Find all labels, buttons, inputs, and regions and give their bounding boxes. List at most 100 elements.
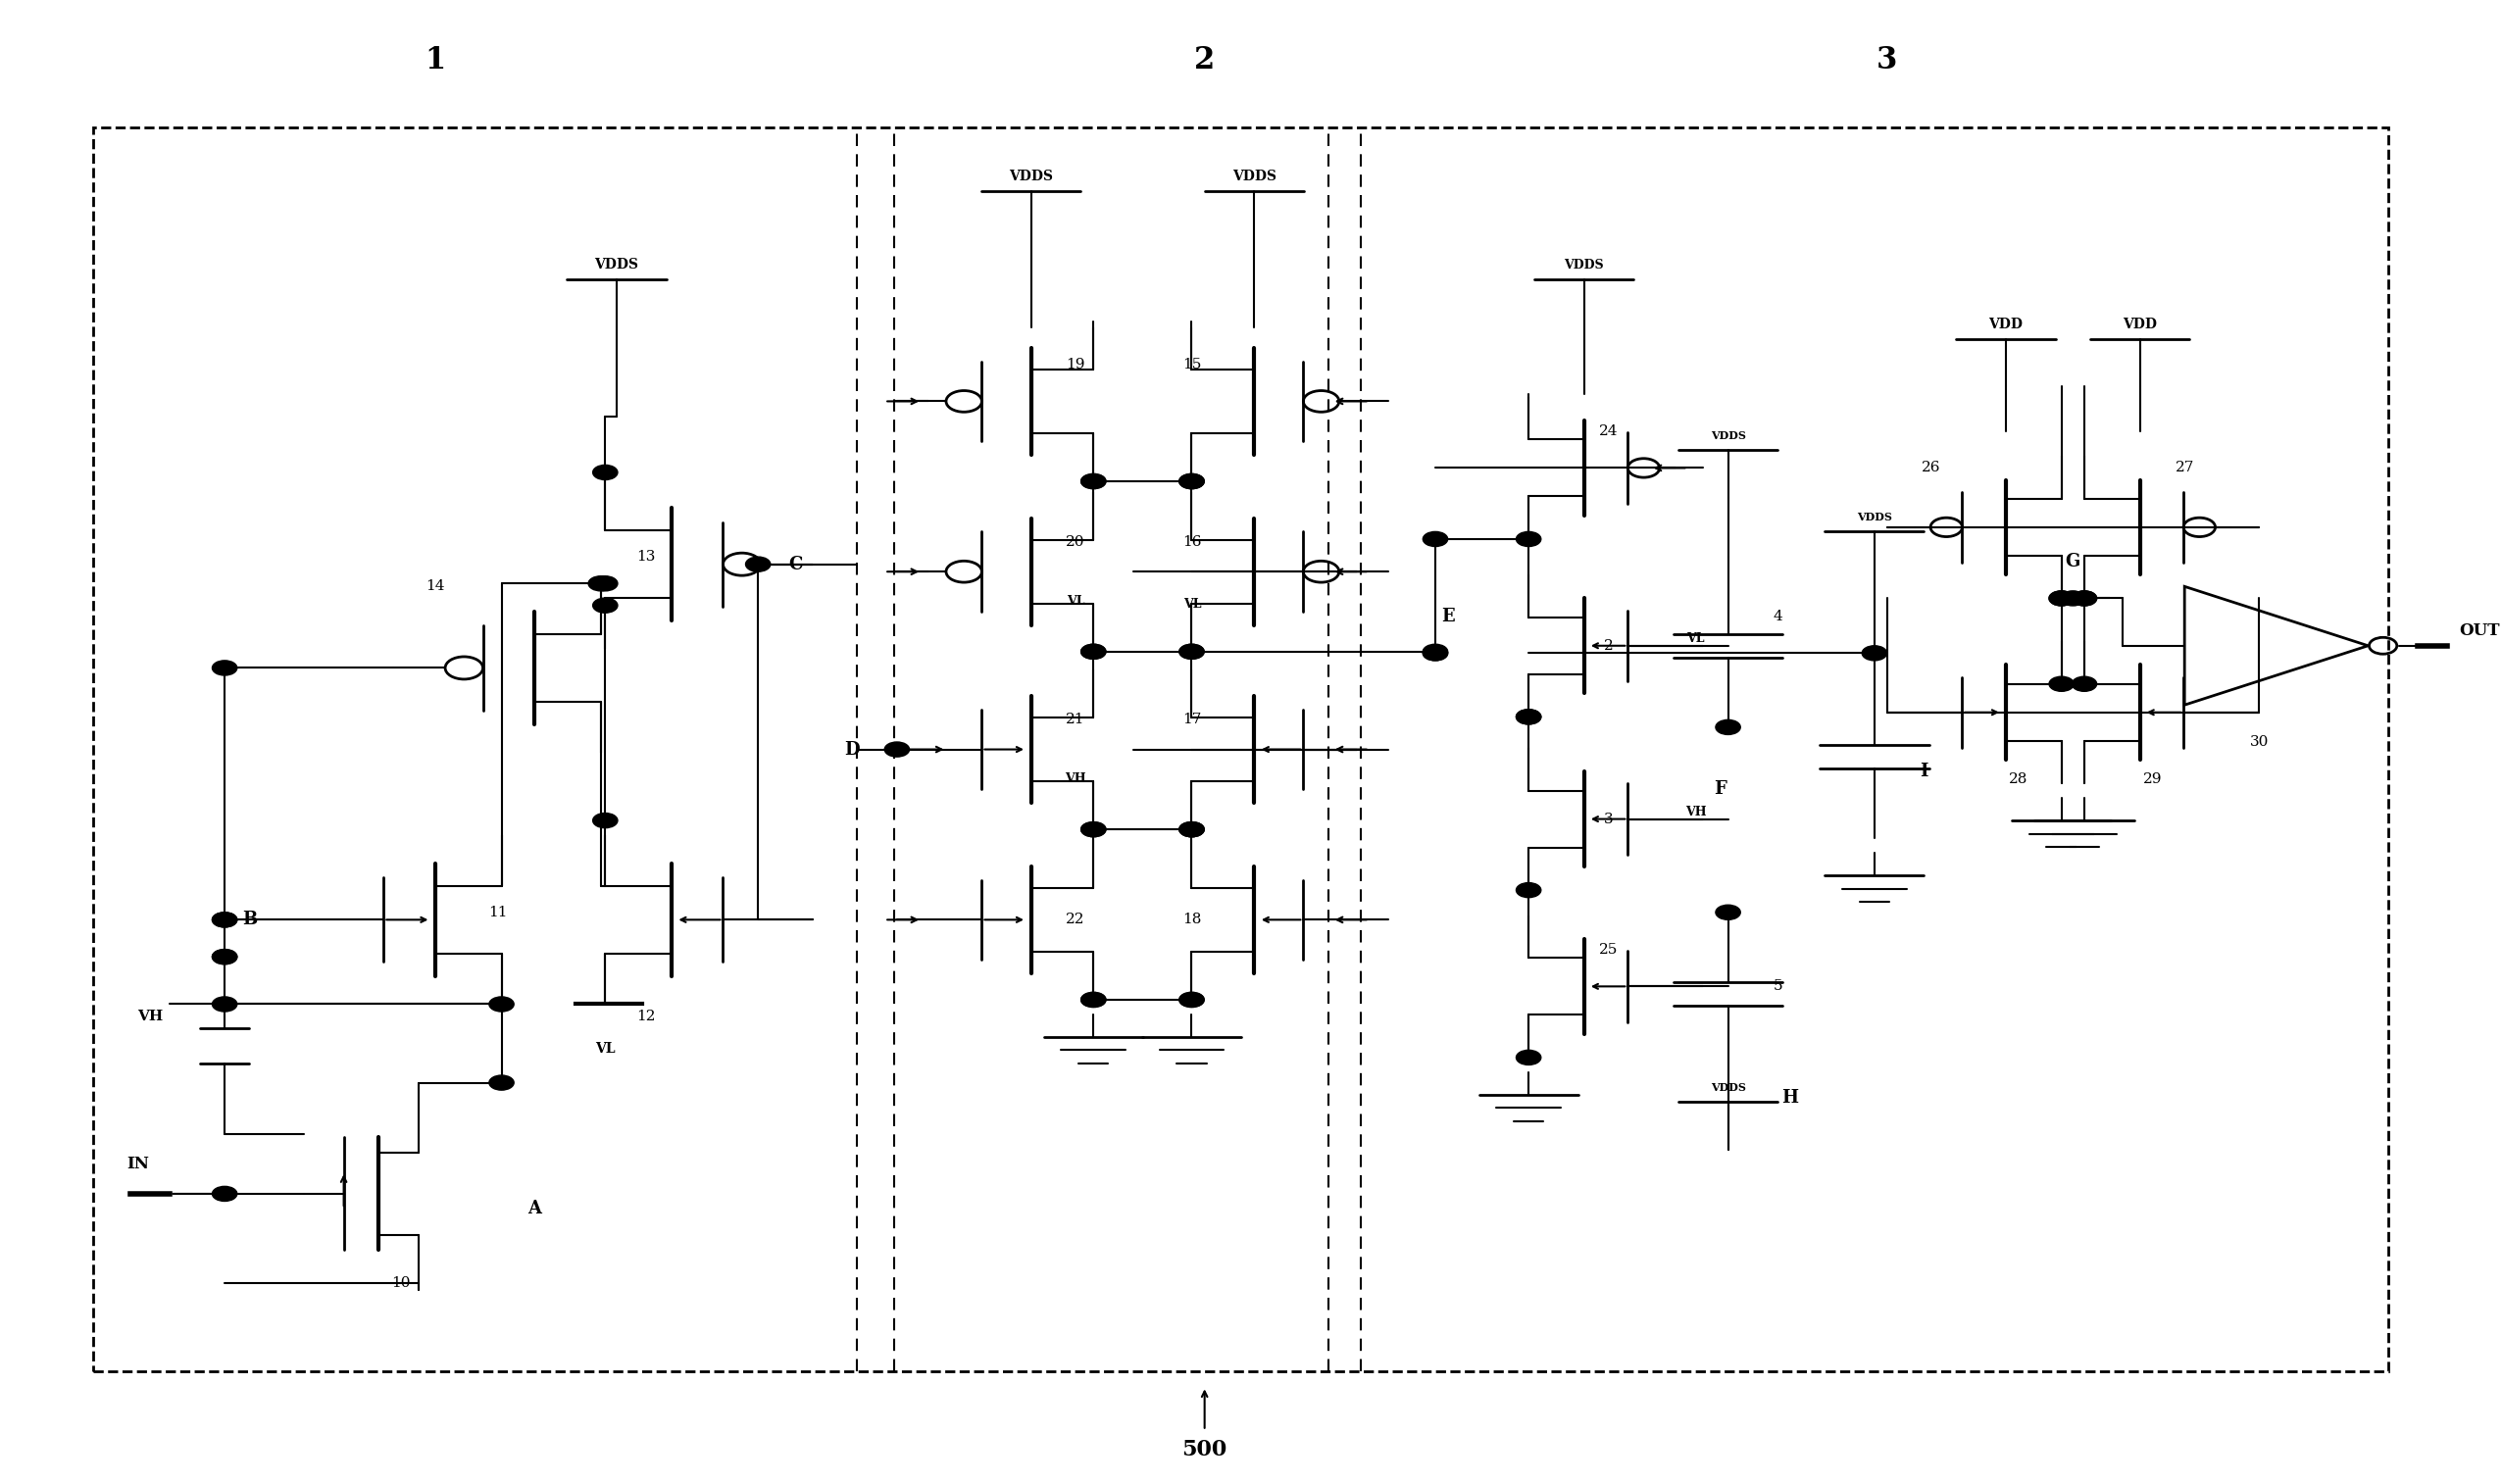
Text: H: H xyxy=(1781,1089,1799,1107)
Text: 16: 16 xyxy=(1183,536,1201,549)
Circle shape xyxy=(746,556,771,571)
Text: 25: 25 xyxy=(1599,942,1619,956)
Circle shape xyxy=(213,1186,238,1201)
Text: 24: 24 xyxy=(1599,424,1619,438)
Text: VH: VH xyxy=(138,1009,163,1022)
Circle shape xyxy=(1424,644,1449,659)
Text: 13: 13 xyxy=(638,551,656,564)
Text: B: B xyxy=(243,911,258,929)
Circle shape xyxy=(2049,677,2074,692)
Text: 5: 5 xyxy=(1774,979,1781,993)
Text: 17: 17 xyxy=(1183,712,1201,727)
Text: 21: 21 xyxy=(1066,712,1086,727)
Text: C: C xyxy=(788,555,803,573)
Text: 27: 27 xyxy=(2174,462,2194,475)
Circle shape xyxy=(1861,646,1887,660)
Text: 15: 15 xyxy=(1183,358,1201,371)
Text: 3: 3 xyxy=(1604,812,1614,827)
Circle shape xyxy=(213,950,238,965)
Text: VL: VL xyxy=(1066,595,1086,607)
Text: VDDS: VDDS xyxy=(1008,169,1053,183)
Circle shape xyxy=(1081,822,1106,837)
Text: 500: 500 xyxy=(1181,1439,1228,1460)
Circle shape xyxy=(1516,709,1541,724)
Text: F: F xyxy=(1714,781,1726,798)
Circle shape xyxy=(1081,822,1106,837)
Circle shape xyxy=(2062,591,2084,605)
Circle shape xyxy=(1516,883,1541,898)
Circle shape xyxy=(593,464,618,479)
Circle shape xyxy=(1516,531,1541,546)
Text: 2: 2 xyxy=(1193,46,1216,76)
Circle shape xyxy=(213,913,238,928)
Text: 22: 22 xyxy=(1066,913,1086,926)
Text: OUT: OUT xyxy=(2459,623,2499,640)
Circle shape xyxy=(1516,1051,1541,1066)
Circle shape xyxy=(488,1076,513,1091)
Text: 18: 18 xyxy=(1183,913,1201,926)
Text: IN: IN xyxy=(128,1156,150,1172)
Circle shape xyxy=(1178,644,1203,659)
Circle shape xyxy=(1178,822,1203,837)
Circle shape xyxy=(2072,591,2097,605)
Text: 19: 19 xyxy=(1066,358,1086,371)
Circle shape xyxy=(1424,531,1449,546)
Circle shape xyxy=(1081,473,1106,488)
Text: VL: VL xyxy=(1183,598,1201,610)
Text: VDDS: VDDS xyxy=(1564,258,1604,272)
Circle shape xyxy=(1178,473,1203,488)
Circle shape xyxy=(593,576,618,591)
Circle shape xyxy=(1178,822,1203,837)
Circle shape xyxy=(1081,993,1106,1008)
Circle shape xyxy=(2049,591,2074,605)
Text: 11: 11 xyxy=(488,905,508,919)
Circle shape xyxy=(1424,646,1449,660)
Circle shape xyxy=(213,660,238,675)
Circle shape xyxy=(1178,993,1203,1008)
Text: 4: 4 xyxy=(1774,610,1781,623)
Text: 28: 28 xyxy=(2009,772,2027,787)
Text: 30: 30 xyxy=(2249,735,2269,749)
Circle shape xyxy=(1081,644,1106,659)
Circle shape xyxy=(1178,993,1203,1008)
Text: VH: VH xyxy=(1686,806,1706,818)
Circle shape xyxy=(1716,905,1741,920)
Text: 14: 14 xyxy=(425,580,445,594)
Text: VDD: VDD xyxy=(1989,318,2024,331)
Circle shape xyxy=(1516,709,1541,724)
Text: 29: 29 xyxy=(2142,772,2162,787)
Text: VDDS: VDDS xyxy=(595,258,638,272)
Circle shape xyxy=(588,576,613,591)
Text: G: G xyxy=(2067,552,2079,570)
Circle shape xyxy=(213,950,238,965)
Text: D: D xyxy=(846,741,861,758)
Text: 12: 12 xyxy=(638,1009,656,1022)
Circle shape xyxy=(1178,644,1203,659)
Text: 2: 2 xyxy=(1604,638,1614,653)
Circle shape xyxy=(1424,646,1449,660)
Text: 3: 3 xyxy=(1876,46,1897,76)
Circle shape xyxy=(1081,993,1106,1008)
Circle shape xyxy=(1178,473,1203,488)
Text: VDDS: VDDS xyxy=(1711,1082,1746,1092)
Text: VDDS: VDDS xyxy=(1231,169,1276,183)
Text: 10: 10 xyxy=(390,1276,410,1290)
Circle shape xyxy=(593,598,618,613)
Text: VL: VL xyxy=(595,1042,615,1055)
Text: 1: 1 xyxy=(425,46,445,76)
Text: A: A xyxy=(528,1199,540,1217)
Circle shape xyxy=(1716,720,1741,735)
Circle shape xyxy=(886,742,908,757)
Circle shape xyxy=(488,997,513,1012)
Circle shape xyxy=(1081,473,1106,488)
Text: 20: 20 xyxy=(1066,536,1086,549)
Text: 26: 26 xyxy=(1922,462,1942,475)
Text: VDDS: VDDS xyxy=(1856,512,1892,522)
Circle shape xyxy=(213,997,238,1012)
Circle shape xyxy=(2049,591,2074,605)
Circle shape xyxy=(213,913,238,928)
Text: VL: VL xyxy=(1686,632,1704,644)
Circle shape xyxy=(1081,644,1106,659)
Circle shape xyxy=(1178,822,1203,837)
Circle shape xyxy=(1178,473,1203,488)
